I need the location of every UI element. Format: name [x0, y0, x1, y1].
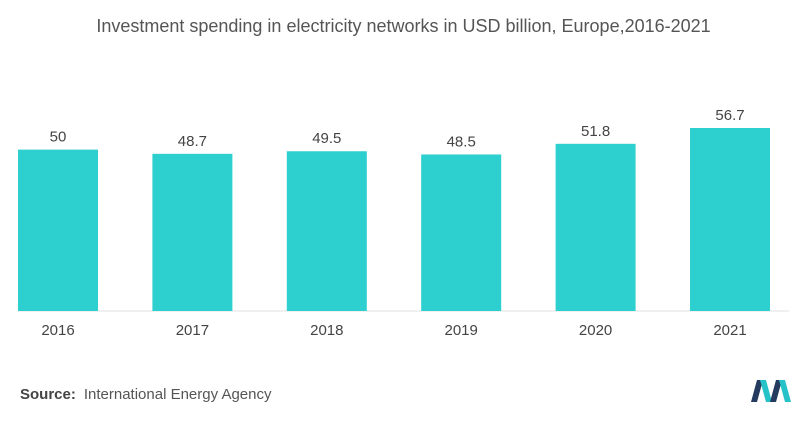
- value-label-2017: 48.7: [178, 133, 207, 150]
- source-label: Source:: [20, 386, 76, 403]
- value-label-2021: 56.7: [715, 107, 744, 124]
- chart-title: Investment spending in electricity netwo…: [96, 16, 711, 36]
- bar-2021: [690, 128, 770, 311]
- bar-2018: [286, 151, 367, 311]
- mordor-intelligence-logo-icon: [751, 380, 791, 402]
- bars-group: 50 2016 48.7 2017 49.5 2018 48.5 2019 51.8 2020 56…: [18, 107, 770, 339]
- bar-2017: [152, 153, 233, 311]
- x-tick-label-2021: 2021: [713, 322, 746, 339]
- value-label-2019: 48.5: [447, 133, 476, 150]
- bar-2016: [18, 149, 98, 311]
- source-note: Source: International Energy Agency: [20, 386, 271, 403]
- bar-chart: 50 2016 48.7 2017 49.5 2018 48.5 2019 51.8 2020 56…: [18, 107, 789, 339]
- value-label-2020: 51.8: [581, 123, 610, 140]
- x-tick-label-2019: 2019: [445, 322, 478, 339]
- value-label-2018: 49.5: [312, 130, 341, 147]
- bar-2020: [555, 143, 636, 311]
- bar-2019: [421, 154, 502, 311]
- x-tick-label-2016: 2016: [41, 322, 74, 339]
- x-tick-label-2017: 2017: [176, 322, 209, 339]
- x-tick-label-2020: 2020: [579, 322, 612, 339]
- x-tick-label-2018: 2018: [310, 322, 343, 339]
- value-label-2016: 50: [50, 129, 67, 146]
- source-text: International Energy Agency: [83, 386, 272, 403]
